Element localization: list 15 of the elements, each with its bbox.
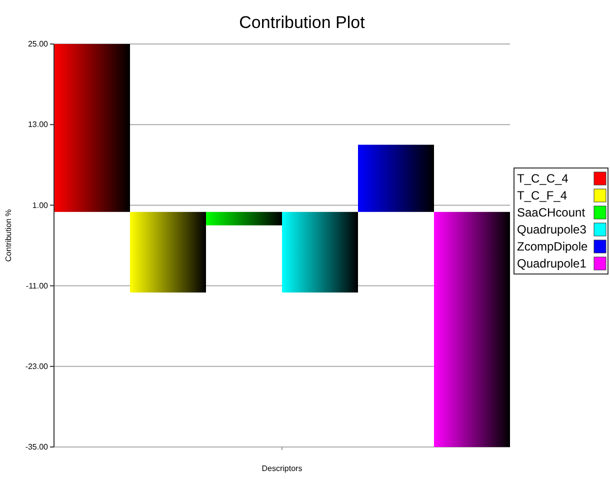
y-tick-label: -35.00 bbox=[25, 442, 49, 452]
legend-label: T_C_C_4 bbox=[517, 172, 569, 186]
chart-title: Contribution Plot bbox=[239, 13, 366, 32]
y-tick-label: 25.00 bbox=[28, 40, 49, 49]
legend-label: Quadrupole3 bbox=[517, 222, 587, 237]
y-tick-label: -11.00 bbox=[26, 281, 49, 290]
y-tick-label: -23.00 bbox=[25, 362, 49, 371]
y-tick-label: 13.00 bbox=[28, 120, 49, 130]
legend-label: T_C_F_4 bbox=[517, 188, 568, 203]
legend-label: Quadrupole1 bbox=[517, 256, 587, 271]
y-tick-label: 1.00 bbox=[32, 200, 49, 210]
legend-label: SaaCHcount bbox=[517, 206, 586, 220]
legend-label: ZcompDipole bbox=[517, 240, 588, 254]
y-axis-title: Contribution % bbox=[4, 209, 13, 262]
x-axis-title: Descriptors bbox=[262, 464, 302, 473]
